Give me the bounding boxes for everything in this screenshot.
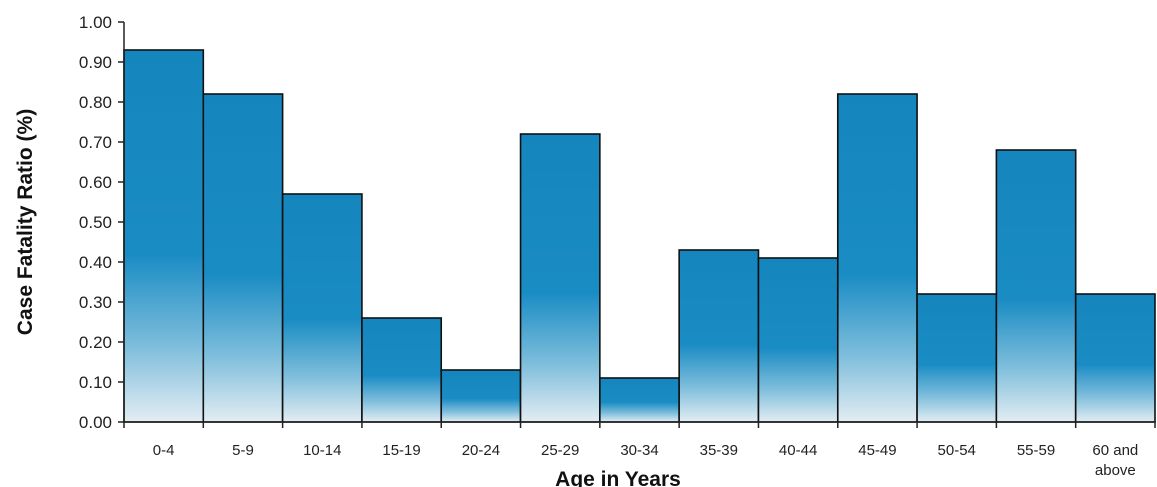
- bar-20-24: [440, 369, 522, 423]
- y-tick-label: 0.00: [79, 413, 112, 432]
- y-tick-label: 0.20: [79, 333, 112, 352]
- bar-10-14: [281, 193, 363, 423]
- x-tick-label: 10-14: [303, 442, 341, 459]
- x-tick-label: 55-59: [1017, 442, 1055, 459]
- y-tick-label: 0.60: [79, 173, 112, 192]
- y-axis-title: Case Fatality Ratio (%): [14, 109, 37, 335]
- x-tick-label: 25-29: [541, 442, 579, 459]
- x-tick-label: 40-44: [779, 442, 817, 459]
- bar-25-29: [519, 133, 601, 423]
- y-tick-label: 0.40: [79, 253, 112, 272]
- bar-45-49: [836, 93, 918, 423]
- y-tick-label: 0.70: [79, 133, 112, 152]
- x-axis-title: Age in Years: [555, 468, 681, 487]
- x-tick-label: 30-34: [620, 442, 658, 459]
- bar-50-54: [916, 293, 998, 423]
- y-axis: 0.00 0.10 0.20 0.30 0.40 0.50 0.60 0.70 0.80 0.90…: [79, 13, 125, 432]
- y-tick-label: 1.00: [79, 13, 112, 32]
- bar-15-19: [361, 317, 443, 423]
- x-tick-label: 20-24: [462, 442, 500, 459]
- y-tick-label: 0.90: [79, 53, 112, 72]
- bar-30-34: [599, 377, 680, 423]
- bar-35-39: [678, 249, 760, 423]
- y-tick-label: 0.50: [79, 213, 112, 232]
- y-tick-label: 0.30: [79, 293, 112, 312]
- bar-60-and-above: [1074, 293, 1156, 423]
- bar-40-44: [757, 257, 839, 423]
- y-tick-label: 0.10: [79, 373, 112, 392]
- bar-5-9: [202, 93, 284, 423]
- x-tick-label: 5-9: [232, 442, 254, 459]
- x-tick-label: 35-39: [700, 442, 738, 459]
- x-axis: 0-4 5-9 10-14 15-19 20-24 25-29 30-34 35-39 40-4…: [123, 421, 1156, 479]
- x-tick-label: 60 and above: [1092, 442, 1138, 479]
- bar-55-59: [995, 149, 1077, 423]
- x-tick-label: 15-19: [382, 442, 420, 459]
- x-tick-label: 0-4: [153, 442, 175, 459]
- x-tick-label: 45-49: [858, 442, 896, 459]
- y-tick-label: 0.80: [79, 93, 112, 112]
- x-tick-label: 50-54: [938, 442, 976, 459]
- bars-group: [123, 49, 1156, 423]
- bar-0-4: [123, 49, 205, 423]
